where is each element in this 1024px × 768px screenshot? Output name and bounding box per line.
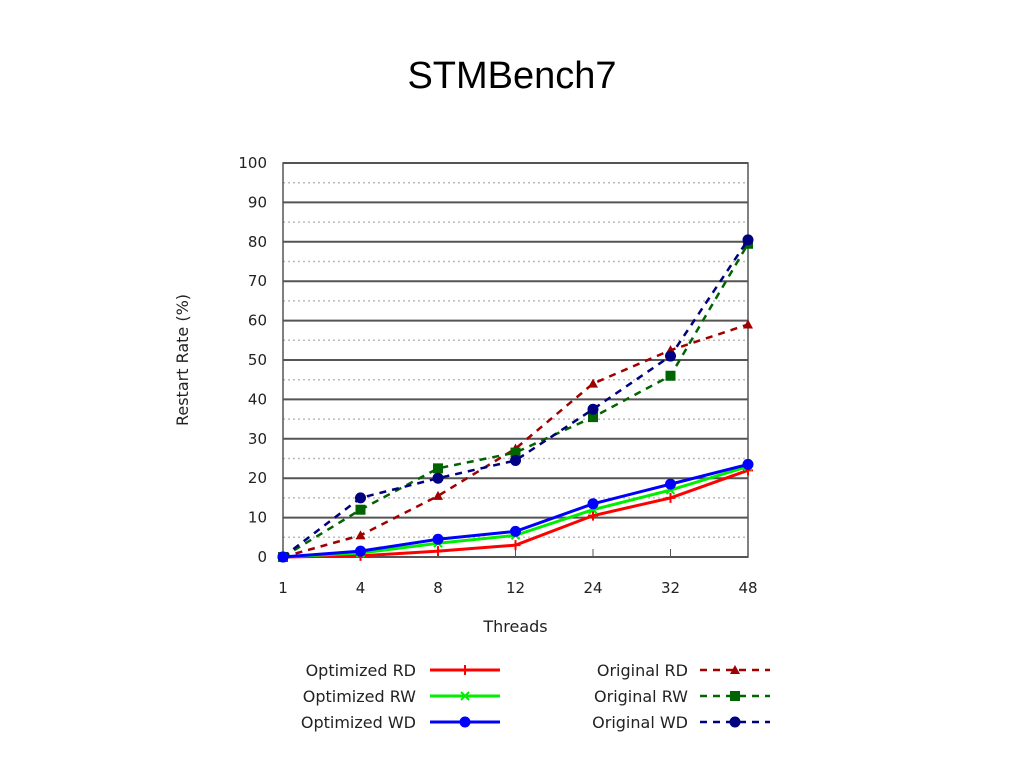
data-point-original-wd (665, 350, 676, 362)
data-point-optimized-rd (665, 492, 676, 503)
legend-marker-optimized-wd (459, 716, 471, 728)
data-point-original-wd (587, 403, 599, 415)
data-point-original-wd (510, 454, 521, 466)
y-tick-label: 50 (248, 351, 267, 369)
legend-label-optimized-rw: Optimized RW (303, 687, 416, 706)
x-tick-label: 48 (738, 579, 757, 597)
data-point-original-rw (433, 463, 443, 474)
data-point-original-rw (665, 370, 676, 381)
data-point-original-rd (355, 530, 366, 540)
legend-label-optimized-rd: Optimized RD (306, 661, 416, 680)
legend-marker-original-wd (729, 716, 741, 728)
data-point-optimized-rd (433, 546, 443, 557)
legend-marker-original-rw (730, 691, 740, 701)
x-tick-label: 4 (356, 579, 366, 597)
x-tick-label: 24 (583, 579, 602, 597)
data-point-optimized-wd (742, 458, 754, 470)
data-point-original-wd (432, 472, 444, 484)
legend-marker-optimized-rw (460, 691, 470, 701)
data-point-original-wd (742, 234, 754, 246)
data-point-optimized-wd (587, 498, 599, 510)
y-tick-label: 70 (248, 272, 267, 290)
y-tick-label: 100 (238, 154, 267, 172)
data-point-original-rd (433, 490, 443, 500)
y-tick-label: 30 (248, 430, 267, 448)
data-point-original-rw (588, 412, 598, 423)
data-point-optimized-rd (510, 540, 521, 551)
data-point-original-wd (355, 492, 366, 504)
data-point-optimized-wd (432, 533, 444, 545)
legend-label-optimized-wd: Optimized WD (301, 713, 416, 732)
data-point-optimized-rd (588, 510, 598, 521)
y-tick-label: 0 (257, 548, 267, 566)
y-axis-label: Restart Rate (%) (173, 294, 192, 426)
legend-label-original-rw: Original RW (594, 687, 688, 706)
legend-marker-original-rd (730, 665, 740, 674)
data-point-original-rw (510, 447, 521, 458)
chart-title: STMBench7 (407, 55, 617, 97)
data-point-optimized-wd (665, 478, 676, 490)
x-tick-label: 1 (278, 579, 288, 597)
y-tick-label: 20 (248, 469, 267, 487)
data-point-optimized-wd (277, 551, 289, 563)
data-point-original-rd (588, 378, 598, 388)
legend-label-original-rd: Original RD (597, 661, 688, 680)
x-tick-label: 8 (433, 579, 443, 597)
data-point-optimized-wd (355, 545, 366, 557)
x-axis-label: Threads (482, 617, 547, 636)
data-point-optimized-wd (510, 525, 521, 537)
y-tick-label: 40 (248, 390, 267, 408)
y-tick-label: 60 (248, 312, 267, 330)
legend-marker-optimized-rd (460, 665, 470, 675)
x-tick-label: 12 (506, 579, 525, 597)
data-point-original-rd (743, 319, 753, 329)
data-point-original-rw (355, 504, 366, 515)
y-tick-label: 10 (248, 509, 267, 527)
x-tick-label: 32 (661, 579, 680, 597)
legend-label-original-wd: Original WD (592, 713, 688, 732)
y-tick-label: 90 (248, 193, 267, 211)
y-tick-label: 80 (248, 233, 267, 251)
